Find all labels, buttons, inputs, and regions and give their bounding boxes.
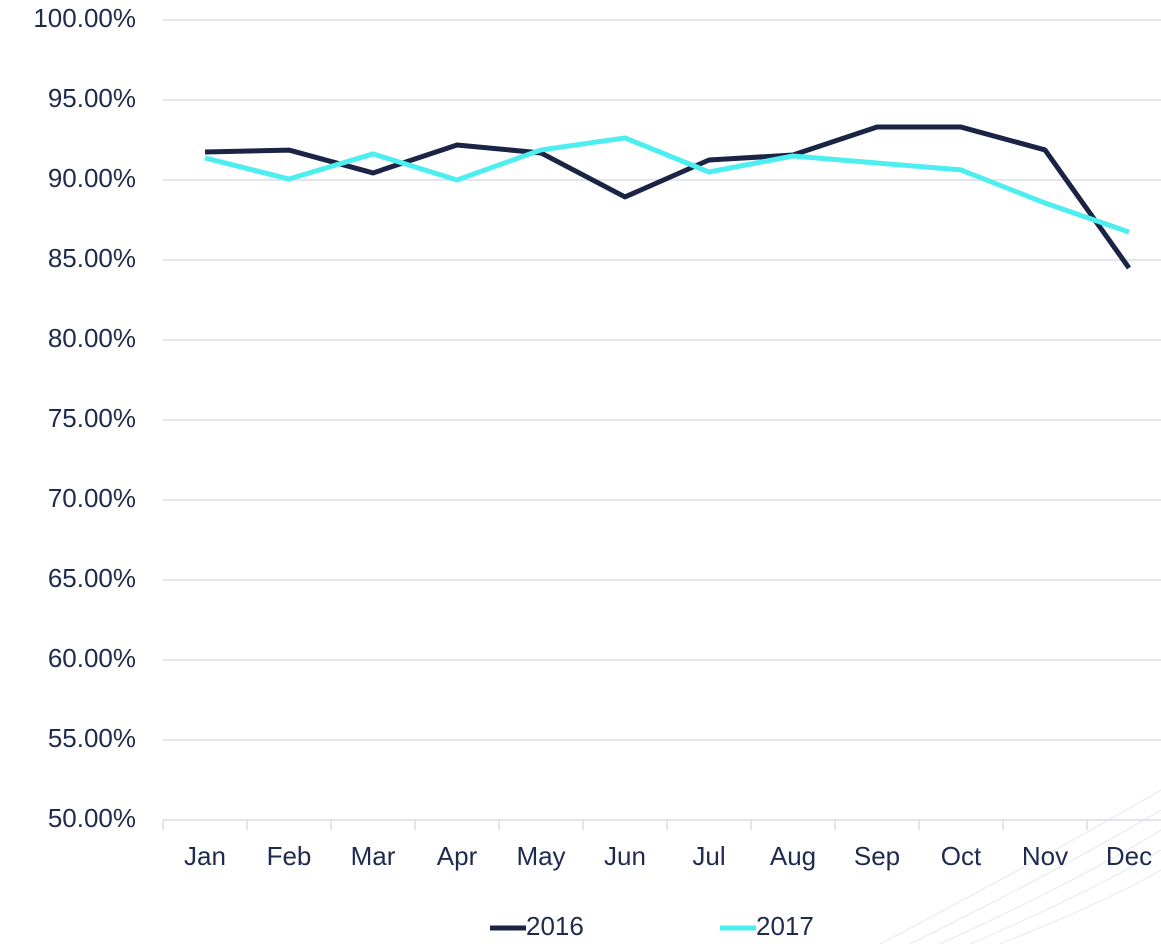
y-tick-label: 70.00% bbox=[48, 483, 136, 513]
series-line bbox=[204, 135, 1130, 235]
x-tick-label: Mar bbox=[351, 841, 396, 871]
y-tick-label: 100.00% bbox=[33, 3, 136, 33]
x-tick-label: Sep bbox=[854, 841, 900, 871]
x-tick-label: Jul bbox=[692, 841, 725, 871]
background-decoration bbox=[879, 789, 1161, 944]
y-tick-label: 85.00% bbox=[48, 243, 136, 273]
x-tick-label: Feb bbox=[267, 841, 312, 871]
y-tick-label: 95.00% bbox=[48, 83, 136, 113]
y-tick-label: 75.00% bbox=[48, 403, 136, 433]
x-tick-label: Apr bbox=[437, 841, 478, 871]
y-tick-label: 90.00% bbox=[48, 163, 136, 193]
y-tick-label: 65.00% bbox=[48, 563, 136, 593]
x-tick-label: May bbox=[516, 841, 565, 871]
x-tick-label: Nov bbox=[1022, 841, 1068, 871]
legend-label: 2016 bbox=[526, 911, 584, 941]
legend-label: 2017 bbox=[756, 911, 814, 941]
x-tick-label: Jun bbox=[604, 841, 646, 871]
y-tick-label: 80.00% bbox=[48, 323, 136, 353]
x-tick-label: Jan bbox=[184, 841, 226, 871]
x-tick-label: Oct bbox=[941, 841, 982, 871]
y-tick-label: 60.00% bbox=[48, 643, 136, 673]
series-line bbox=[204, 124, 1132, 270]
y-tick-label: 50.00% bbox=[48, 803, 136, 833]
x-tick-label: Aug bbox=[770, 841, 816, 871]
x-tick-label: Dec bbox=[1106, 841, 1152, 871]
y-tick-label: 55.00% bbox=[48, 723, 136, 753]
